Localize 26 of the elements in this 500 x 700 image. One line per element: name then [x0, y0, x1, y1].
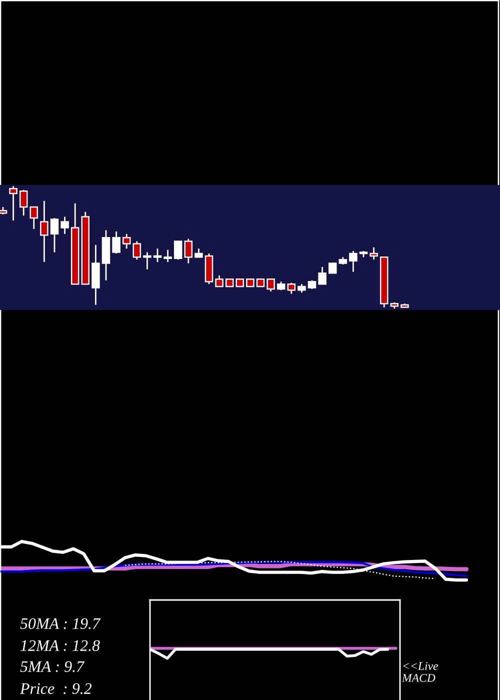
candlestick [287, 282, 296, 295]
candlestick [318, 266, 326, 285]
text: <<Live MACD [402, 662, 438, 682]
candlestick [184, 238, 193, 264]
candlestick [30, 206, 38, 230]
candlestick [50, 217, 59, 253]
candlestick [112, 230, 120, 254]
candlestick [19, 189, 28, 216]
candlestick [174, 240, 182, 260]
text: Price : 9.2 [20, 683, 92, 694]
text: 50MA : 19.7 [20, 618, 101, 630]
text: 5MA : 9.7 [20, 661, 85, 672]
candlestick [153, 248, 162, 263]
candlestick [122, 233, 131, 250]
candlestick [164, 249, 172, 263]
candlestick [9, 186, 18, 222]
candlestick [349, 250, 358, 273]
candlestick [60, 216, 69, 235]
candlestick [132, 240, 142, 260]
candlestick [40, 200, 48, 263]
text: 12MA : 12.8 [20, 640, 100, 652]
candlestick [143, 252, 152, 270]
candlestick [370, 246, 378, 260]
candlestick [266, 278, 275, 292]
candlestick [328, 262, 337, 274]
candlestick [215, 274, 224, 288]
